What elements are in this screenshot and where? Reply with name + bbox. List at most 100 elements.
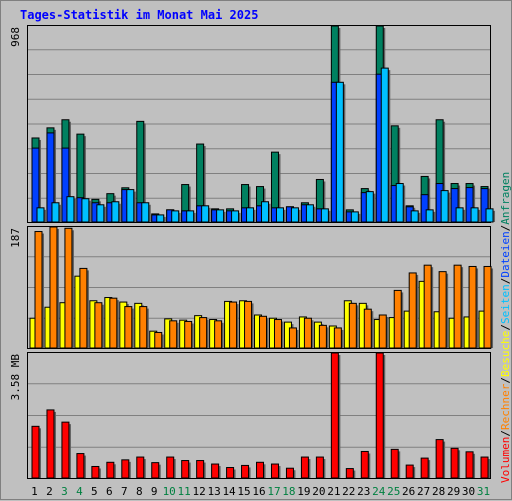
x-tick-label: 9 bbox=[151, 485, 158, 498]
bar-seiten bbox=[425, 209, 434, 223]
bar-seiten bbox=[320, 208, 329, 223]
bar-seiten bbox=[440, 190, 449, 223]
bar-rechner bbox=[154, 331, 163, 349]
bar-seiten bbox=[455, 207, 464, 223]
x-tick-label: 30 bbox=[462, 485, 475, 498]
legend-separator: / bbox=[499, 225, 512, 232]
x-tick-label: 15 bbox=[237, 485, 250, 498]
x-tick-label: 12 bbox=[193, 485, 206, 498]
bar-seiten bbox=[275, 207, 284, 223]
bar-rechner bbox=[94, 302, 103, 349]
right-legend: Volumen/Rechner/Besuche/Seiten/Dateien/A… bbox=[499, 172, 512, 483]
bar-rechner bbox=[64, 227, 73, 349]
bar-seiten bbox=[350, 211, 359, 223]
bar-dateien bbox=[46, 132, 55, 223]
panel-bottom-ymax-label: 3.58 MB bbox=[9, 354, 22, 401]
legend-besuche: Besuche bbox=[499, 331, 512, 377]
bar-dateien bbox=[31, 147, 40, 223]
x-tick-label: 7 bbox=[121, 485, 128, 498]
bar-volumen bbox=[166, 456, 175, 479]
bar-rechner bbox=[109, 297, 118, 349]
bar-seiten bbox=[96, 204, 105, 223]
bar-seiten bbox=[111, 201, 120, 223]
bar-rechner bbox=[273, 319, 282, 349]
x-tick-label: 6 bbox=[106, 485, 113, 498]
bar-volumen bbox=[226, 467, 235, 479]
x-tick-label: 17 bbox=[267, 485, 280, 498]
bar-seiten bbox=[201, 205, 210, 223]
x-tick-label: 1 bbox=[31, 485, 38, 498]
x-tick-label: 27 bbox=[417, 485, 430, 498]
bar-seiten bbox=[470, 207, 479, 223]
x-tick-label: 23 bbox=[357, 485, 370, 498]
x-tick-label: 29 bbox=[447, 485, 460, 498]
bar-rechner bbox=[438, 271, 447, 349]
legend-rechner: Rechner bbox=[499, 383, 512, 430]
legend-dateien: Dateien bbox=[499, 231, 512, 277]
x-tick-label: 28 bbox=[432, 485, 445, 498]
bar-rechner bbox=[184, 320, 193, 349]
bar-seiten bbox=[81, 198, 90, 223]
bar-rechner bbox=[244, 300, 253, 349]
bar-volumen bbox=[285, 467, 294, 479]
bar-rechner bbox=[333, 327, 342, 349]
bar-seiten bbox=[335, 81, 344, 223]
bar-rechner bbox=[199, 317, 208, 349]
bar-seiten bbox=[365, 191, 374, 223]
bar-rechner bbox=[79, 267, 88, 349]
bar-seiten bbox=[410, 210, 419, 223]
legend-separator: / bbox=[499, 278, 512, 285]
bar-volumen bbox=[211, 463, 220, 479]
legend-separator: / bbox=[499, 377, 512, 384]
panel-middle-ymax-label: 187 bbox=[9, 228, 22, 248]
legend-volumen: Volumen bbox=[499, 437, 512, 483]
bar-seiten bbox=[36, 207, 45, 223]
x-tick-label: 19 bbox=[297, 485, 310, 498]
bar-dateien bbox=[480, 188, 489, 223]
bar-rechner bbox=[468, 265, 477, 349]
bar-dateien bbox=[61, 147, 70, 223]
bar-seiten bbox=[126, 189, 135, 223]
bar-volumen bbox=[360, 450, 369, 479]
bar-volumen bbox=[91, 465, 100, 479]
bar-seiten bbox=[141, 202, 150, 223]
bar-volumen bbox=[106, 461, 115, 479]
bar-volumen bbox=[390, 448, 399, 479]
legend-seiten: Seiten bbox=[499, 284, 512, 324]
bar-seiten bbox=[51, 202, 60, 223]
bar-seiten bbox=[246, 207, 255, 223]
x-tick-label: 13 bbox=[207, 485, 220, 498]
bar-seiten bbox=[66, 196, 75, 223]
bar-rechner bbox=[34, 231, 43, 349]
bar-rechner bbox=[139, 306, 148, 349]
x-tick-label: 21 bbox=[327, 485, 340, 498]
bar-volumen bbox=[315, 456, 324, 479]
bar-volumen bbox=[420, 457, 429, 479]
bar-seiten bbox=[290, 207, 299, 223]
bar-rechner bbox=[259, 315, 268, 349]
bar-dateien bbox=[420, 194, 429, 223]
x-tick-label: 10 bbox=[163, 485, 176, 498]
bar-rechner bbox=[393, 289, 402, 349]
bar-volumen bbox=[345, 468, 354, 479]
bar-seiten bbox=[216, 209, 225, 223]
bar-seiten bbox=[171, 210, 180, 223]
bar-rechner bbox=[378, 314, 387, 349]
bar-dateien bbox=[465, 187, 474, 223]
bar-rechner bbox=[423, 264, 432, 349]
panel-top-border bbox=[27, 25, 491, 223]
bar-rechner bbox=[124, 306, 133, 349]
bar-seiten bbox=[380, 67, 389, 223]
bar-volumen bbox=[46, 409, 55, 479]
bar-rechner bbox=[318, 324, 327, 349]
bar-rechner bbox=[348, 302, 357, 349]
bar-volumen bbox=[300, 456, 309, 479]
x-tick-label: 4 bbox=[76, 485, 83, 498]
bar-seiten bbox=[305, 204, 314, 223]
x-tick-label: 3 bbox=[61, 485, 68, 498]
x-tick-label: 11 bbox=[178, 485, 191, 498]
bar-volumen bbox=[151, 462, 160, 479]
bar-volumen bbox=[256, 461, 265, 479]
x-tick-label: 16 bbox=[252, 485, 265, 498]
